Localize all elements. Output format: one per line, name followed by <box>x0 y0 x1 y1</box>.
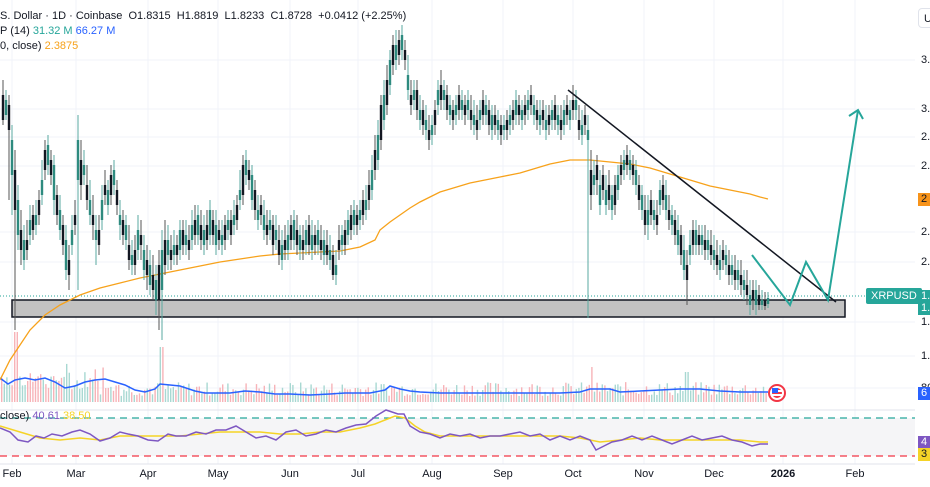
candlesticks <box>1 25 770 340</box>
time-axis-label: Nov <box>634 468 654 480</box>
open-label: O <box>128 10 138 22</box>
projection-path[interactable] <box>751 109 859 308</box>
time-axis-label: Mar <box>66 468 86 480</box>
time-axis-label: Sep <box>493 468 513 480</box>
rsi-line <box>0 409 768 451</box>
currency-button[interactable]: U <box>918 8 930 28</box>
time-axis-label: May <box>207 468 229 480</box>
time-axis-label: Jun <box>281 468 299 480</box>
time-axis-label: Aug <box>422 468 442 480</box>
rsi-value: 40.61 <box>32 410 60 422</box>
time-axis-label: 2026 <box>770 468 796 480</box>
volume-ma-line <box>0 377 768 396</box>
time-axis-label: Apr <box>139 468 157 480</box>
price-axis-label: 3. <box>921 103 930 115</box>
symbol-name: S. Dollar <box>0 10 43 22</box>
ma-value: 2.3875 <box>44 40 79 52</box>
moving-average-line <box>0 159 769 381</box>
low-value: 1.8233 <box>230 10 265 22</box>
volume-legend[interactable]: P (14) 31.32 M 66.27 M <box>0 24 115 38</box>
rsi-ma-badge: 3 <box>918 448 930 461</box>
close-label: C <box>270 10 279 22</box>
price-axis-label: 1. <box>921 316 930 328</box>
ma-legend[interactable]: 0, close) 2.3875 <box>0 39 78 53</box>
volume-value: 31.32 M <box>32 25 73 37</box>
price-axis-label: 2. <box>921 160 930 172</box>
high-value: 1.8819 <box>184 10 219 22</box>
price-axis-label: 1. <box>921 350 930 362</box>
support-zone[interactable] <box>11 299 846 318</box>
time-axis-label: Jul <box>350 468 366 480</box>
low-label: L <box>224 10 231 22</box>
rsi-band-background <box>0 418 915 456</box>
descending-trendline[interactable] <box>567 89 837 303</box>
exchange: Coinbase <box>75 10 123 22</box>
time-axis-label: Dec <box>704 468 724 480</box>
volume-bars <box>1 332 767 402</box>
time-axis-label: Oct <box>564 468 582 480</box>
rsi-legend[interactable]: close) 40.61 38.50 <box>0 409 91 423</box>
price-countdown-badge: 1. <box>918 302 930 315</box>
rsi-label: close) <box>0 410 30 422</box>
us-flag-event-icon[interactable] <box>768 384 786 402</box>
open-value: 1.8315 <box>137 10 171 22</box>
rsi-badge: 4 <box>918 436 930 449</box>
price-axis-label: 2. <box>921 256 930 268</box>
close-value: 1.8728 <box>278 10 313 22</box>
symbol-price-tag: XRPUSD <box>866 288 922 304</box>
change-value: +0.0412 (+2.25%) <box>318 10 407 22</box>
volume-ma-value: 66.27 M <box>75 25 116 37</box>
time-axis-label: Feb <box>845 468 865 480</box>
rsi-ma-value: 38.50 <box>63 410 91 422</box>
price-axis-label: 2. <box>921 131 930 143</box>
interval[interactable]: 1D <box>51 10 67 22</box>
ma-price-badge: 2 <box>918 193 930 206</box>
volume-badge: 6 <box>918 387 930 400</box>
high-label: H <box>176 10 185 22</box>
grid-lines <box>0 0 915 464</box>
projection-arrowhead-icon <box>848 108 864 120</box>
volume-label: P (14) <box>0 25 30 37</box>
ma-label: 0, close) <box>0 40 42 52</box>
price-axis-label: 2. <box>921 226 930 238</box>
time-axis-label: Feb <box>2 468 22 480</box>
price-axis-label: 3. <box>921 54 930 66</box>
symbol-legend: S. Dollar · 1D · Coinbase O1.8315 H1.881… <box>0 10 407 22</box>
